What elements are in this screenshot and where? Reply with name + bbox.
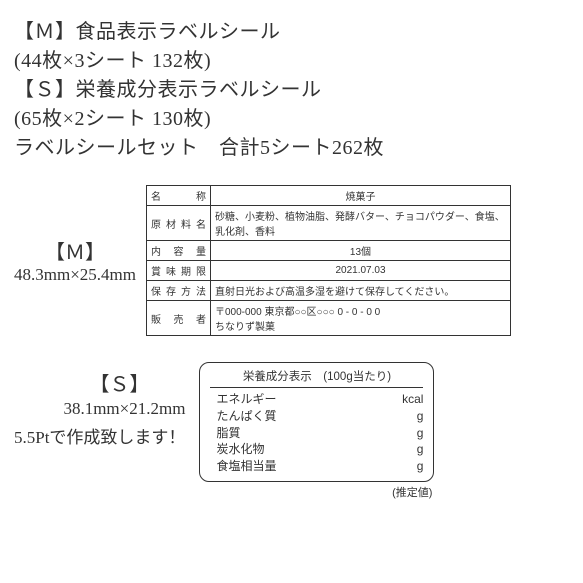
nutrition-wrap: 栄養成分表示 (100g当たり) エネルギー kcal たんぱく質 g 脂質 g 炭水化物 g… [199, 362, 434, 500]
header-line-5: ラベルシールセット 合計5シート262枚 [14, 134, 569, 163]
nutrition-unit: g [417, 441, 424, 458]
header-block: 【Ｍ】食品表示ラベルシール (44枚×3シート 132枚) 【Ｓ】栄養成分表示ラ… [14, 18, 569, 163]
row-label: 内 容 量 [146, 241, 210, 261]
row-value: 2021.07.03 [210, 261, 510, 281]
nutrition-key: エネルギー [210, 391, 276, 408]
table-row: 原 材 料 名砂糖、小麦粉、植物油脂、発酵バター、チョコパウダー、食塩、乳化剤、… [146, 206, 510, 241]
s-label-block: 【Ｓ】 38.1mm×21.2mm 5.5Ptで作成致します！ [14, 362, 185, 448]
table-row: 賞 味 期 限2021.07.03 [146, 261, 510, 281]
header-line-3: 【Ｓ】栄養成分表示ラベルシール [14, 76, 569, 105]
s-dimensions: 38.1mm×21.2mm [14, 399, 185, 419]
s-section: 【Ｓ】 38.1mm×21.2mm 5.5Ptで作成致します！ 栄養成分表示 (… [14, 362, 569, 500]
header-line-4: (65枚×2シート 130枚) [14, 105, 569, 134]
row-value: 13個 [210, 241, 510, 261]
food-label-tbody: 名 称焼菓子原 材 料 名砂糖、小麦粉、植物油脂、発酵バター、チョコパウダー、食… [146, 186, 510, 336]
nutrition-key: たんぱく質 [210, 408, 276, 425]
nutrition-unit: kcal [402, 391, 423, 408]
table-row: 保 存 方 法直射日光および高温多湿を避けて保存してください。 [146, 281, 510, 301]
food-label-table: 名 称焼菓子原 材 料 名砂糖、小麦粉、植物油脂、発酵バター、チョコパウダー、食… [146, 185, 511, 336]
nutrition-key: 脂質 [210, 425, 240, 442]
m-bracket: 【Ｍ】 [14, 236, 136, 265]
row-value: 焼菓子 [210, 186, 510, 206]
nutrition-title: 栄養成分表示 (100g当たり) [210, 368, 423, 388]
table-row: 販 売 者〒000-000 東京都○○区○○○ 0 - 0 - 0 0 ちなりず… [146, 301, 510, 336]
nutrition-row: 炭水化物 g [210, 441, 423, 458]
table-row: 名 称焼菓子 [146, 186, 510, 206]
row-value: 砂糖、小麦粉、植物油脂、発酵バター、チョコパウダー、食塩、乳化剤、香料 [210, 206, 510, 241]
s-note: 5.5Ptで作成致します！ [14, 423, 185, 448]
nutrition-row: 食塩相当量 g [210, 458, 423, 475]
nutrition-unit: g [417, 408, 424, 425]
row-label: 賞 味 期 限 [146, 261, 210, 281]
nutrition-key: 食塩相当量 [210, 458, 276, 475]
row-label: 保 存 方 法 [146, 281, 210, 301]
s-bracket: 【Ｓ】 [14, 368, 185, 397]
nutrition-rows: エネルギー kcal たんぱく質 g 脂質 g 炭水化物 g 食塩相当量 g [210, 391, 423, 475]
nutrition-key: 炭水化物 [210, 441, 264, 458]
row-label: 名 称 [146, 186, 210, 206]
row-label: 原 材 料 名 [146, 206, 210, 241]
nutrition-estimate: (推定値) [199, 484, 434, 500]
nutrition-row: 脂質 g [210, 425, 423, 442]
table-row: 内 容 量13個 [146, 241, 510, 261]
nutrition-row: エネルギー kcal [210, 391, 423, 408]
m-dimensions: 48.3mm×25.4mm [14, 265, 136, 285]
row-value: 直射日光および高温多湿を避けて保存してください。 [210, 281, 510, 301]
header-line-2: (44枚×3シート 132枚) [14, 47, 569, 76]
row-value: 〒000-000 東京都○○区○○○ 0 - 0 - 0 0 ちなりず製菓 [210, 301, 510, 336]
m-section: 【Ｍ】 48.3mm×25.4mm 名 称焼菓子原 材 料 名砂糖、小麦粉、植物… [14, 185, 569, 336]
row-label: 販 売 者 [146, 301, 210, 336]
nutrition-row: たんぱく質 g [210, 408, 423, 425]
header-line-1: 【Ｍ】食品表示ラベルシール [14, 18, 569, 47]
nutrition-unit: g [417, 425, 424, 442]
nutrition-box: 栄養成分表示 (100g当たり) エネルギー kcal たんぱく質 g 脂質 g 炭水化物 g… [199, 362, 434, 482]
nutrition-unit: g [417, 458, 424, 475]
m-label-block: 【Ｍ】 48.3mm×25.4mm [14, 236, 136, 285]
